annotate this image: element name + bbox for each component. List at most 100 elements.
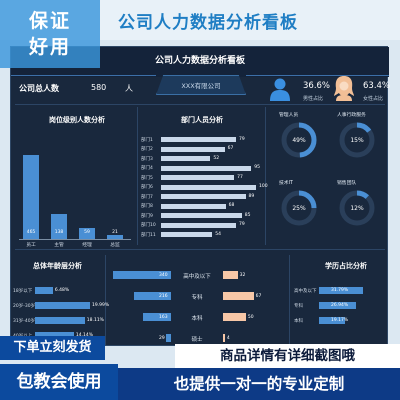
position-bar-value: 21 (112, 230, 118, 235)
total-staff-label: 公司总人数 (19, 84, 59, 93)
age-chart-title: 总体年龄层分析 (33, 262, 82, 270)
department-bar (161, 175, 235, 180)
education-ratio-bar (319, 302, 356, 309)
age-bar (35, 317, 85, 324)
department-bar-category: 部门10 (141, 223, 156, 228)
position-bar-category: 总监 (110, 243, 120, 248)
age-bar-value: 14.14% (76, 333, 93, 338)
education-ratio-value: 19.17% (331, 318, 349, 323)
divider-col-3 (105, 255, 106, 345)
education-ratio-category: 高中及以下 (294, 289, 317, 294)
department-bar (161, 203, 226, 209)
divider-row-2 (15, 249, 385, 250)
age-bar (35, 332, 74, 339)
department-bar-category: 部门2 (141, 147, 153, 152)
education-ratio-bar (319, 287, 363, 294)
department-bar-category: 部门7 (141, 194, 153, 200)
education-count-bar-right (223, 292, 254, 300)
age-bar-value: 6.48% (54, 288, 70, 293)
education-count-right-value: 50 (247, 314, 254, 320)
position-bar-value: 138 (54, 230, 64, 235)
department-bar-category: 部门8 (141, 204, 153, 209)
department-bar (161, 165, 252, 171)
age-bar-value: 18.11% (86, 318, 104, 323)
position-axis (19, 239, 131, 240)
donut-value: 15% (350, 137, 364, 144)
promo-line-2: 好用 (28, 36, 71, 58)
donut-label: 技术IT (279, 181, 293, 186)
department-bar-value: 79 (239, 136, 245, 142)
donut-ring: 49% (279, 120, 319, 160)
department-bar-value: 95 (254, 165, 260, 170)
education-count-category: 本科 (191, 315, 203, 322)
dashboard-title: 公司人力数据分析看板 (154, 56, 245, 66)
donut-ring: 12% (337, 188, 377, 228)
department-bar-value: 54 (215, 231, 222, 237)
donut-fill (281, 122, 317, 158)
divider-col-1 (137, 107, 138, 245)
department-bar-value: 100 (259, 184, 268, 189)
education-ratio-category: 本科 (294, 319, 303, 324)
education-ratio-title: 学历占比分析 (325, 262, 367, 270)
position-bar (51, 214, 67, 239)
promo-custom: 也提供一对一的专业定制 (118, 368, 400, 400)
position-bar-category: 经理 (82, 243, 92, 248)
age-bar-category: 18岁以下 (13, 289, 33, 294)
donut-ring: 15% (337, 120, 377, 160)
donut-ring: 25% (279, 188, 319, 228)
education-ratio-category: 专科 (294, 304, 303, 309)
promo-detail: 商品详情有详细截图哦 (175, 344, 400, 368)
education-count-left-value: 163 (159, 314, 168, 320)
donut-label: 销售团队 (337, 181, 357, 186)
department-bar-category: 部门1 (141, 137, 153, 143)
female-percent-label: 女性占比 (363, 96, 384, 102)
department-bar-category: 部门11 (141, 232, 156, 238)
education-count-bar-left (113, 271, 171, 279)
department-bar (161, 146, 225, 152)
department-chart-title: 部门人员分析 (181, 116, 223, 124)
department-bar (161, 194, 246, 199)
education-count-bar-right (223, 271, 238, 279)
age-bar-category: 20岁-30岁 (13, 304, 36, 309)
position-bar-category: 主管 (54, 243, 64, 248)
department-bar (161, 222, 237, 228)
page-title: 公司人力数据分析看板 (118, 13, 298, 33)
total-staff-unit: 人 (125, 84, 133, 93)
department-bar-value: 67 (227, 146, 234, 151)
promo-order-now: 下单立刻发货 (0, 336, 105, 360)
position-bar-value: 465 (26, 230, 36, 235)
female-percent: 63.4% (363, 81, 391, 91)
department-bar (161, 156, 211, 161)
male-person-icon (270, 78, 290, 101)
female-person-icon (334, 76, 354, 101)
position-bar-category: 员工 (26, 243, 36, 248)
divider-row-1 (15, 104, 385, 105)
header-line-left (11, 75, 156, 76)
education-count-left-value: 340 (159, 272, 168, 278)
education-count-bar-right (223, 313, 246, 321)
age-bar (35, 302, 90, 309)
department-bar-category: 部门9 (141, 213, 153, 219)
total-staff-value: 580 (91, 83, 107, 92)
male-percent: 36.6% (303, 81, 331, 91)
education-ratio-bar (319, 317, 346, 324)
department-bar (161, 137, 237, 142)
department-bar (161, 232, 213, 237)
department-bar (161, 213, 242, 218)
donut-label: 管理人员 (279, 113, 299, 118)
education-count-right-value: 32 (239, 272, 246, 278)
donut-value: 49% (292, 137, 306, 144)
male-percent-label: 男性占比 (303, 96, 324, 102)
education-count-bar-left (134, 292, 171, 300)
dashboard-panel: 公司人力数据分析看板 公司总人数 580 人 XXX有限公司 36.6% 男性占… (10, 46, 391, 346)
education-count-category: 高中及以下 (183, 273, 211, 280)
position-bar-value: 59 (84, 230, 90, 235)
department-bar-category: 部门6 (141, 185, 153, 190)
education-count-left-value: 29 (159, 335, 165, 341)
position-bar (107, 235, 123, 239)
donut-fill (339, 190, 375, 226)
education-count-bar-right (223, 334, 225, 342)
position-chart-title: 岗位级别人数分析 (49, 116, 105, 124)
department-bar-category: 部门5 (141, 175, 153, 181)
header-line-right (246, 75, 389, 76)
